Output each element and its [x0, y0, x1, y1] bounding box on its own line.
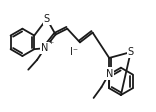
Text: N: N	[41, 43, 49, 53]
Text: S: S	[44, 14, 50, 24]
Text: N: N	[105, 69, 113, 79]
Text: I⁻: I⁻	[70, 47, 78, 57]
Text: +: +	[48, 40, 54, 45]
Text: S: S	[128, 47, 134, 57]
